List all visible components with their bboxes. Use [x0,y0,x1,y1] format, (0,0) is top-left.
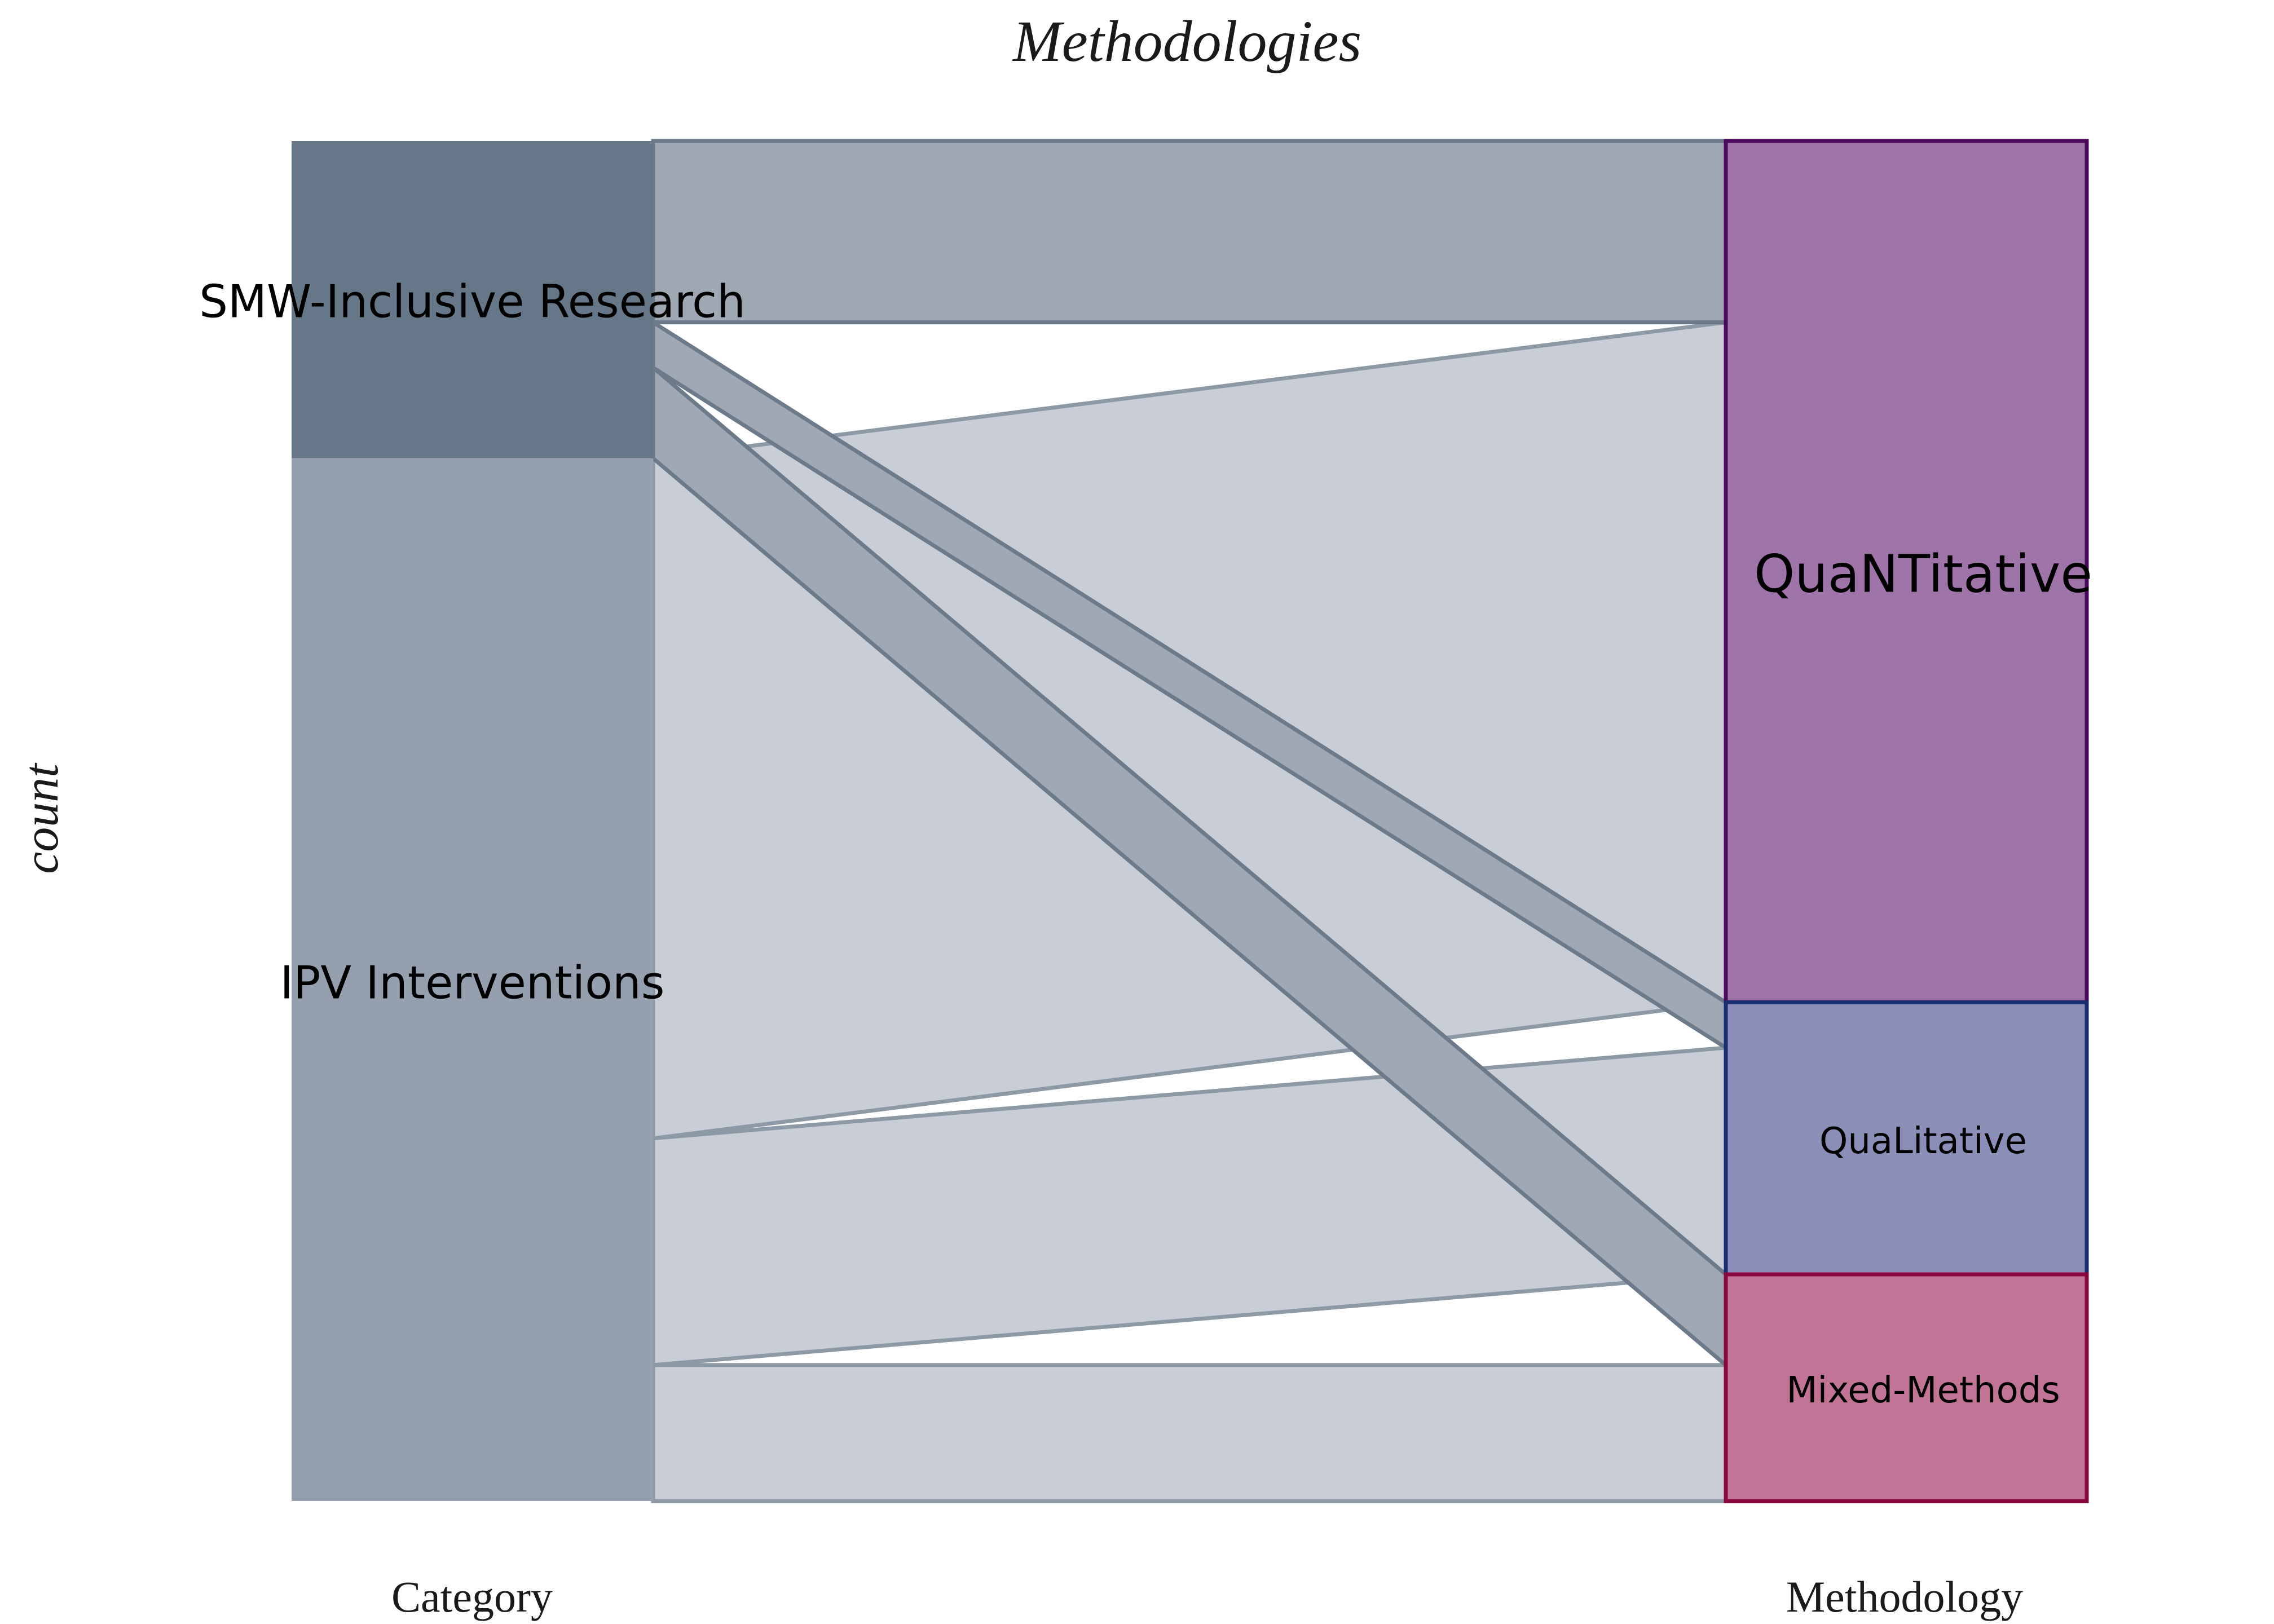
stratum-ipv-interventions [292,458,653,1501]
x-axis-label-methodology: Methodology [1786,1572,2023,1621]
flow-ipv-interventions-to-mixed-methods [651,1363,1728,1503]
stratum-label-ipv-interventions: IPV Interventions [280,957,665,1009]
flows-layer [651,139,1728,1503]
stratum-smw-inclusive-research [292,141,653,458]
stratum-label-qualitative: QuaLitative [1819,1120,2027,1162]
strata-layer [292,139,2089,1503]
stratum-label-smw-inclusive-research: SMW-Inclusive Research [199,276,746,328]
stratum-mixed-methods [1724,1272,2089,1503]
labels-layer: SMW-Inclusive Research IPV Interventions Q… [199,276,2092,1412]
y-axis-label: count [14,762,69,874]
x-axis-label-category: Category [391,1572,553,1621]
stratum-label-quantitative: QuaNTitative [1754,544,2092,604]
stratum-quantitative [1724,139,2089,1005]
flow-smw-inclusive-research-to-quantitative [651,139,1728,325]
stratum-label-mixed-methods: Mixed-Methods [1786,1370,2060,1411]
chart-title: Methodologies [1012,9,1361,74]
stratum-qualitative [1724,1000,2089,1277]
